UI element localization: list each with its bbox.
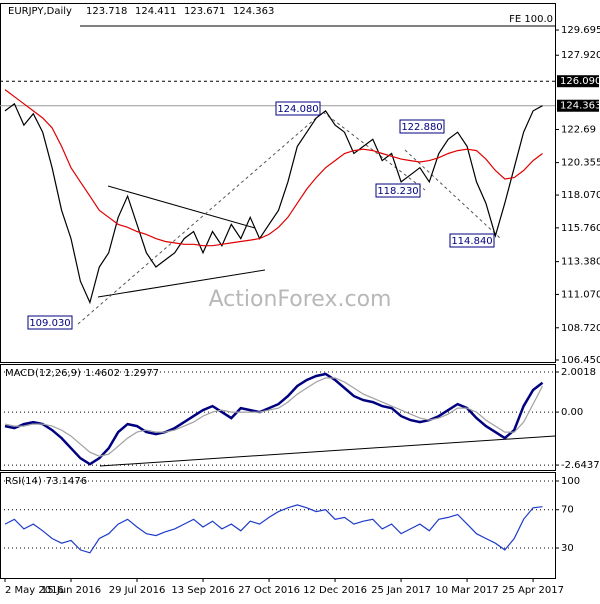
series-line [4,372,544,466]
ref-label: 124.363 [560,101,600,112]
y-tick-label: 30 [561,543,574,554]
x-tick-label: 25 Jan 2017 [371,585,431,596]
x-tick-label: 12 Dec 2016 [303,585,367,596]
panel-value: 1.4602 [85,368,120,379]
panel-title: RSI(14) [5,476,42,487]
x-tick-label: 25 Apr 2017 [502,585,564,596]
triangle-lower [97,269,266,298]
watermark: ActionForex.com [209,287,392,312]
y-tick-label: 113.380 [561,257,600,268]
y-tick-label: 70 [561,505,574,516]
y-tick-label: 122.69 [561,124,596,135]
y-tick-label: 115.760 [561,223,600,234]
annotation: 122.880 [401,122,442,133]
macd-frame [0,364,556,471]
y-tick-label: 129.695 [561,25,600,36]
x-tick-label: 29 Jul 2016 [109,585,166,596]
annotation-box [399,119,445,134]
open: 123.718 [86,6,127,17]
low: 123.671 [184,6,225,17]
symbol: EURJPY,Daily [8,6,72,17]
triangle-upper [107,185,256,229]
annotation: 114.840 [451,236,492,247]
y-tick-label: -2.6437 [561,460,600,471]
ref-label-box [557,75,599,88]
y-tick-label: 118.070 [561,190,600,201]
series-line [4,89,543,247]
macd-trend [99,435,556,467]
x-tick-label: 10 Mar 2017 [435,585,498,596]
panel-value: 1.2977 [124,368,159,379]
y-tick-label: 120.355 [561,158,600,169]
annotation-box [275,101,321,116]
series-line [4,102,543,305]
ref-label-box [557,99,599,112]
series-line [4,377,544,457]
x-tick-label: 15 Jun 2016 [41,585,101,596]
fe-label: FE 100.0 [509,14,553,25]
panel-title: MACD(12,26,9) [5,368,81,379]
main-frame [0,3,556,363]
x-tick-label: 13 Sep 2016 [171,585,234,596]
annotation: 109.030 [29,318,70,329]
rsi-frame [0,472,556,579]
annotation: 124.080 [277,104,318,115]
y-tick-label: 127.920 [561,50,600,61]
annotation-box [27,315,73,330]
trend-lines [77,25,556,467]
high: 124.411 [135,6,176,17]
panel-value: 73.1476 [46,476,87,487]
y-tick-label: 0.00 [561,407,583,418]
y-tick-label: 100 [561,476,580,487]
y-tick-label: 108.720 [561,323,600,334]
ref-label: 126.090 [560,76,600,87]
annotation-box [375,183,421,198]
frames [0,3,556,579]
close: 124.363 [233,6,274,17]
annotation-box [449,233,495,248]
y-tick-label: 111.070 [561,289,600,300]
x-tick-label: 27 Oct 2016 [238,585,300,596]
y-tick-label: 2.0018 [561,367,596,378]
y-tick-label: 106.450 [561,355,600,366]
x-tick-label: 2 May 2016 [5,585,64,596]
series-line [4,504,543,554]
annotation: 118.230 [377,186,418,197]
